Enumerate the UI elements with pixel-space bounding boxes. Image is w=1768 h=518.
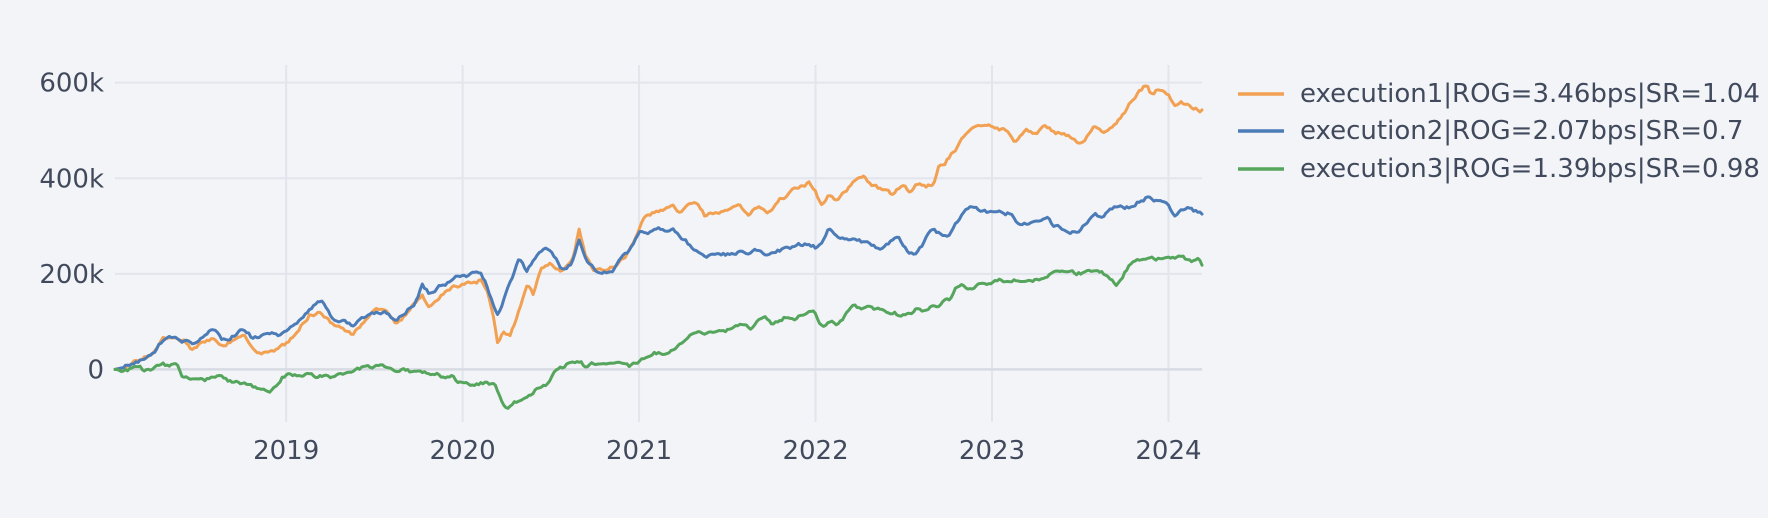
y-tick-label-0: 0	[87, 355, 104, 385]
x-tick-label-2020: 2020	[430, 436, 496, 466]
legend-swatch-icon	[1238, 129, 1284, 133]
legend-item-execution2[interactable]: execution2|ROG=2.07bps|SR=0.7	[1238, 113, 1760, 151]
legend-swatch-icon	[1238, 92, 1284, 96]
x-tick-label-2019: 2019	[253, 436, 319, 466]
series-layer	[113, 84, 1204, 410]
legend-item-execution3[interactable]: execution3|ROG=1.39bps|SR=0.98	[1238, 150, 1760, 188]
y-tick-label-400k: 400k	[39, 164, 104, 194]
x-tick-label-2024: 2024	[1135, 436, 1201, 466]
series-line-execution3	[113, 254, 1204, 410]
x-tick-label-2023: 2023	[959, 436, 1025, 466]
legend-swatch-icon	[1238, 167, 1284, 171]
series-line-execution2	[113, 195, 1204, 371]
legend-item-label: execution1|ROG=3.46bps|SR=1.04	[1300, 78, 1760, 109]
legend-item-execution1[interactable]: execution1|ROG=3.46bps|SR=1.04	[1238, 75, 1760, 113]
plot-drag-area[interactable]	[115, 65, 1202, 422]
grid-layer	[115, 65, 1202, 422]
y-tick-label-200k: 200k	[39, 260, 104, 290]
y-tick-label-600k: 600k	[39, 69, 104, 99]
x-tick-label-2021: 2021	[606, 436, 672, 466]
chart-legend: execution1|ROG=3.46bps|SR=1.04 execution2…	[1238, 75, 1760, 188]
legend-item-label: execution3|ROG=1.39bps|SR=0.98	[1300, 153, 1760, 184]
series-line-execution1	[113, 84, 1204, 371]
legend-item-label: execution2|ROG=2.07bps|SR=0.7	[1300, 116, 1744, 147]
x-tick-label-2022: 2022	[782, 436, 848, 466]
axis-layer: 2019 2020 2021 2022 2023 2024 0 200k 400k 600k	[39, 69, 1201, 466]
